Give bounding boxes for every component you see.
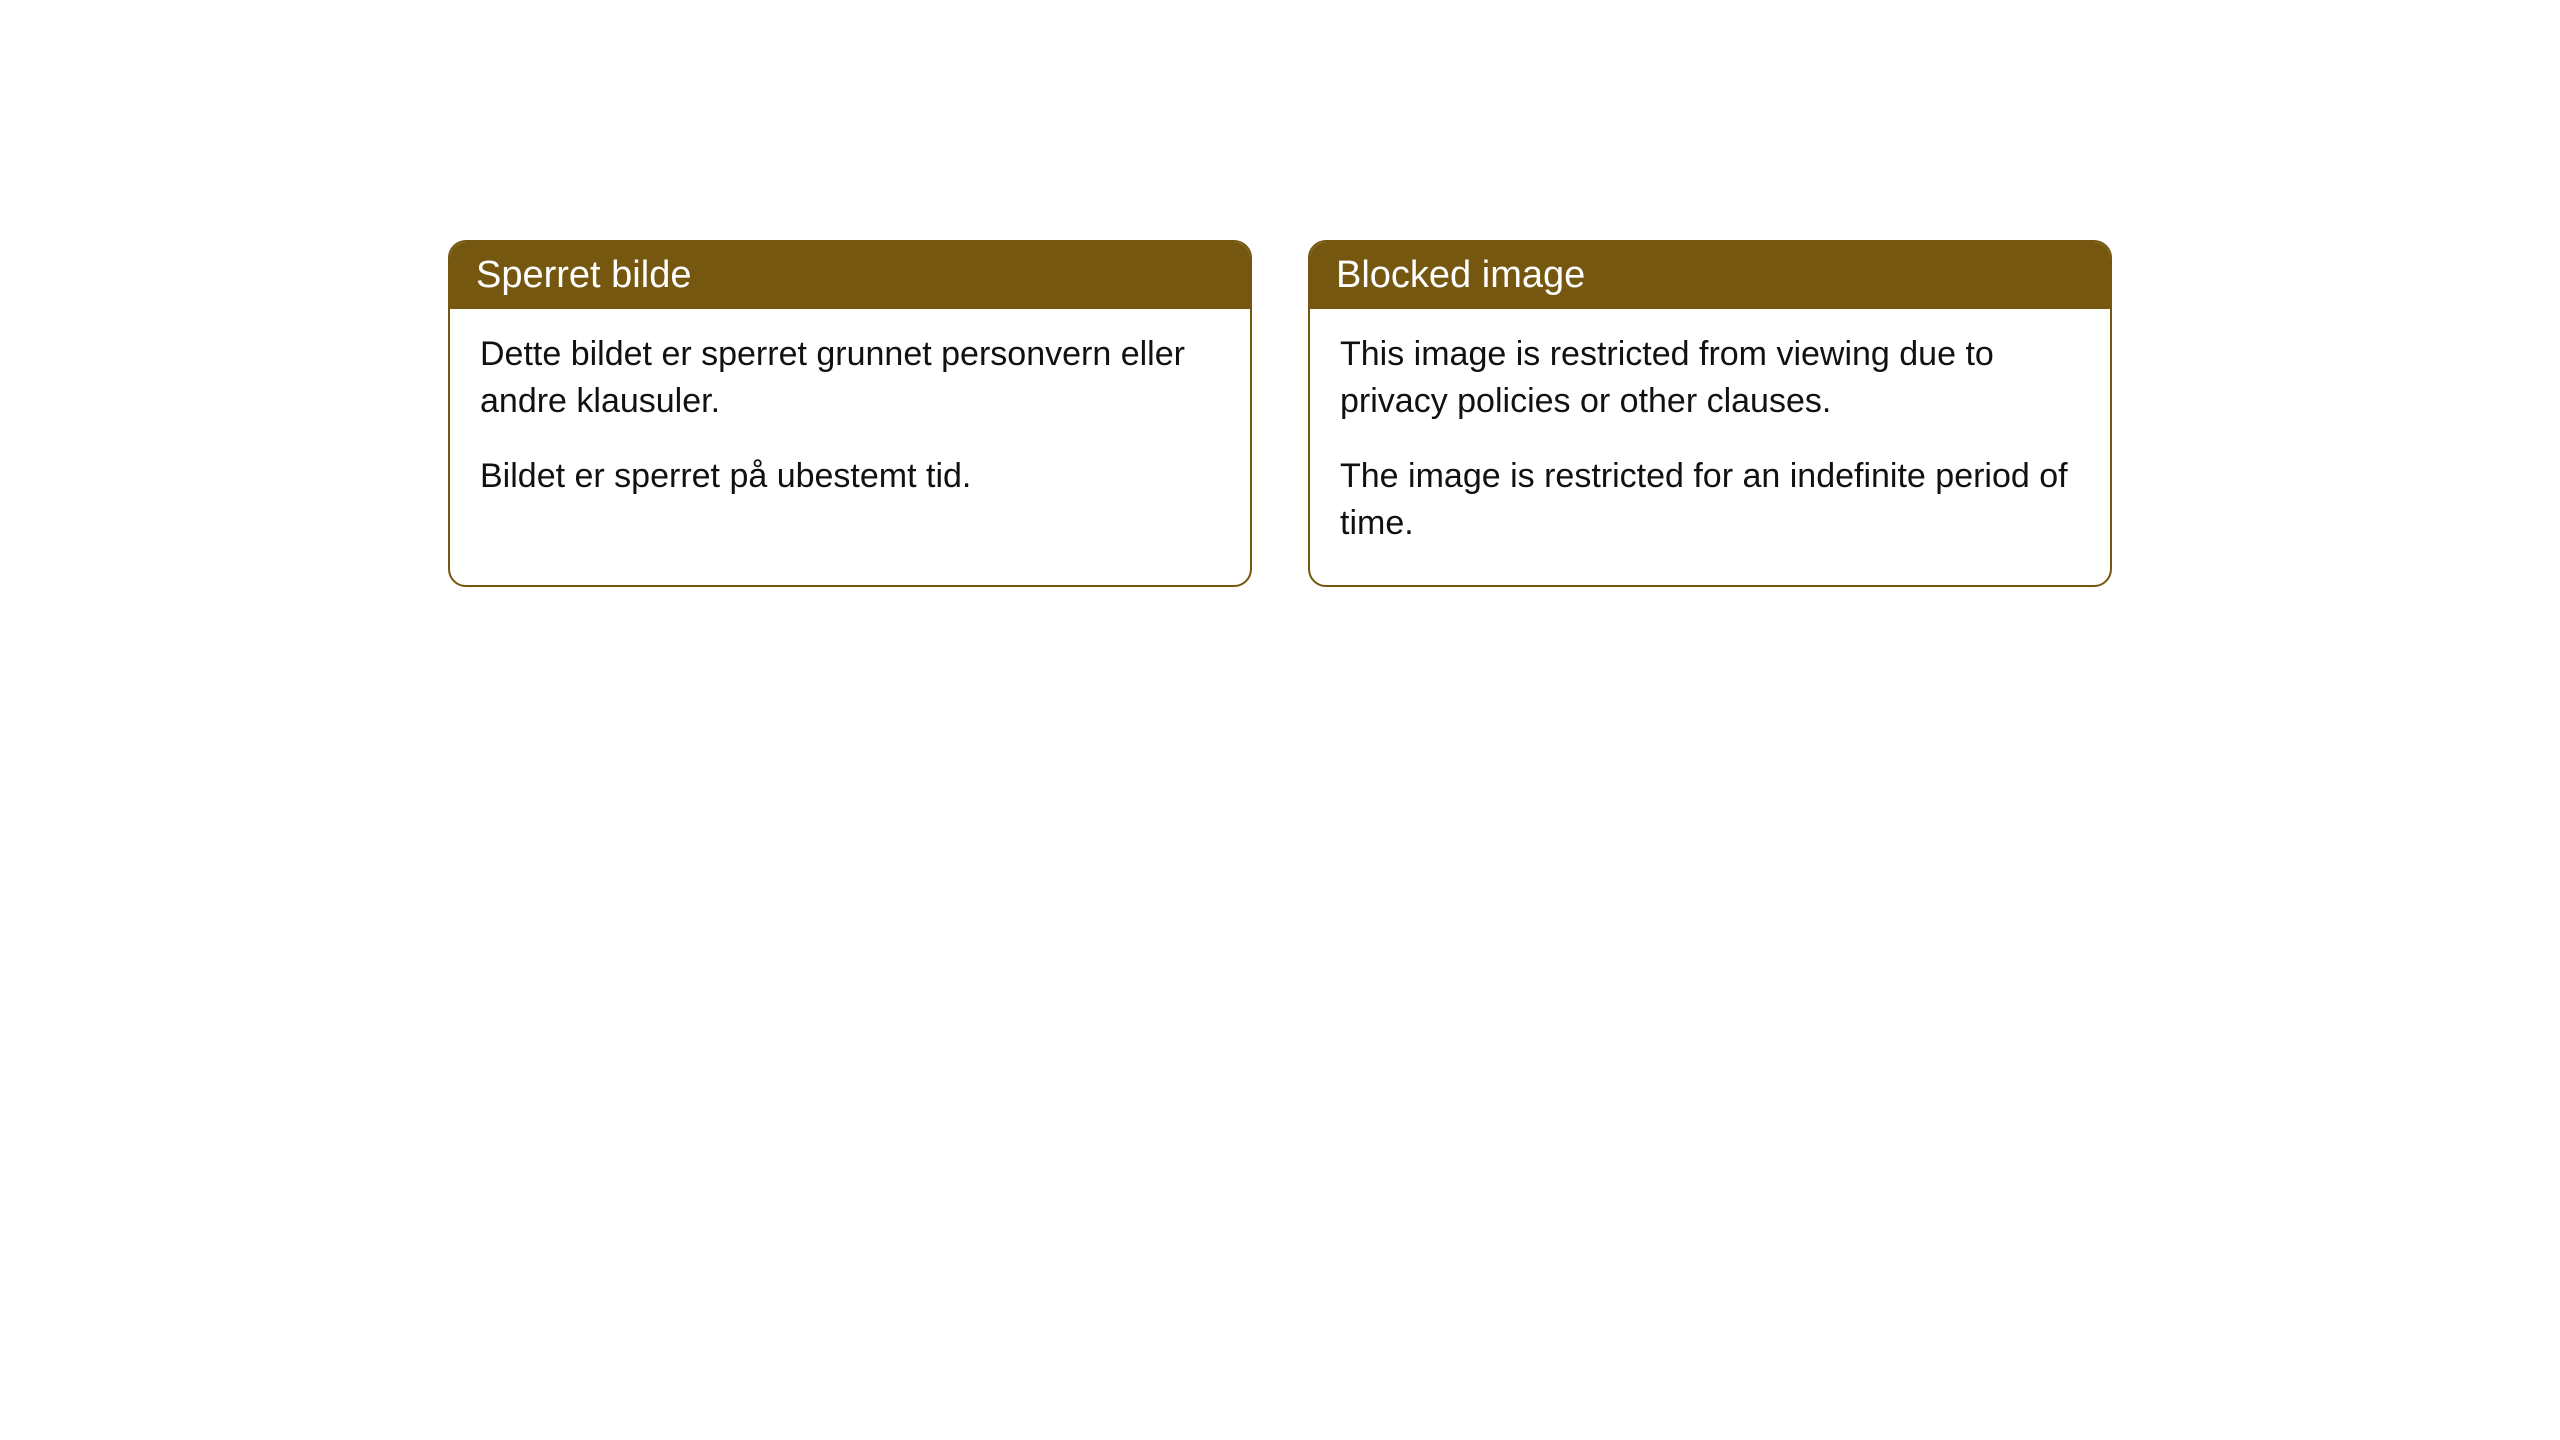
- card-paragraph-2-norwegian: Bildet er sperret på ubestemt tid.: [480, 453, 1220, 500]
- card-container: Sperret bilde Dette bildet er sperret gr…: [0, 240, 2560, 587]
- blocked-image-card-norwegian: Sperret bilde Dette bildet er sperret gr…: [448, 240, 1252, 587]
- card-paragraph-2-english: The image is restricted for an indefinit…: [1340, 453, 2080, 547]
- card-body-norwegian: Dette bildet er sperret grunnet personve…: [450, 309, 1250, 538]
- card-title-english: Blocked image: [1336, 254, 1585, 296]
- blocked-image-card-english: Blocked image This image is restricted f…: [1308, 240, 2112, 587]
- card-title-norwegian: Sperret bilde: [476, 254, 691, 296]
- card-header-english: Blocked image: [1310, 242, 2110, 309]
- card-paragraph-1-norwegian: Dette bildet er sperret grunnet personve…: [480, 331, 1220, 425]
- card-paragraph-1-english: This image is restricted from viewing du…: [1340, 331, 2080, 425]
- card-body-english: This image is restricted from viewing du…: [1310, 309, 2110, 585]
- card-header-norwegian: Sperret bilde: [450, 242, 1250, 309]
